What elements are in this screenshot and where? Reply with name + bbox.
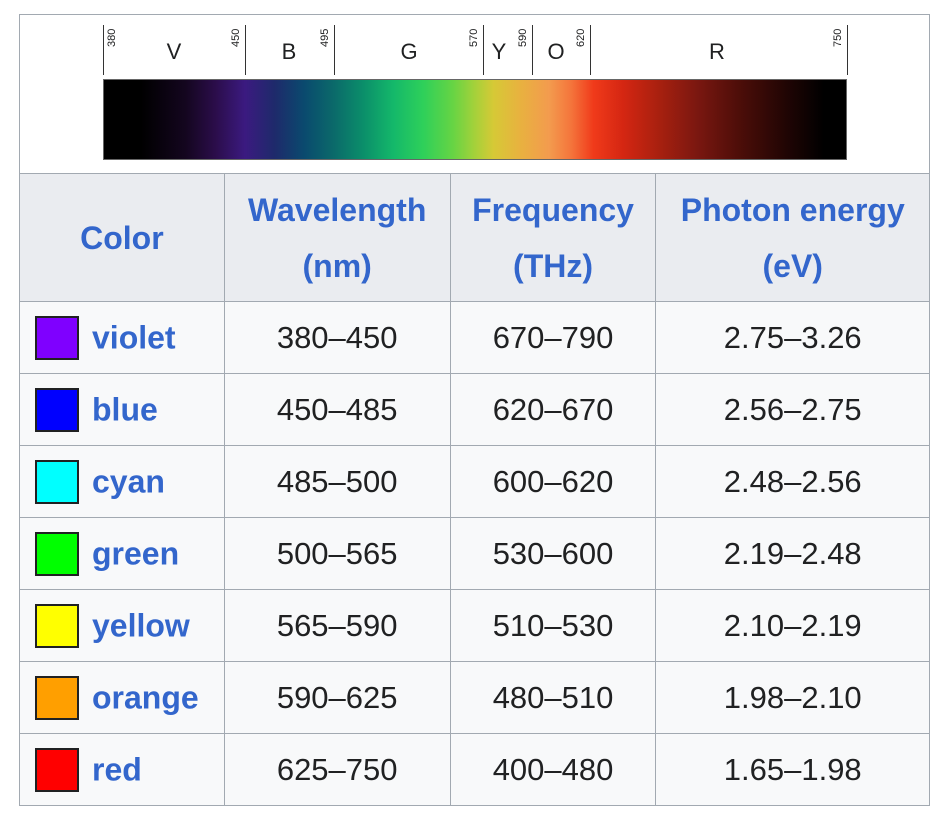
spectrum-gradient-bar bbox=[103, 79, 847, 160]
color-cell: blue bbox=[19, 373, 225, 446]
spectrum-tick-label: 450 bbox=[230, 29, 242, 48]
photon-energy-cell: 2.10–2.19 bbox=[655, 589, 930, 662]
color-swatch bbox=[35, 315, 79, 360]
spectrum-tick-label: 750 bbox=[832, 29, 844, 48]
color-swatch bbox=[35, 387, 79, 432]
column-header-label: Frequency bbox=[472, 191, 634, 228]
wavelength-cell: 590–625 bbox=[223, 661, 451, 734]
color-cell: red bbox=[19, 733, 225, 806]
frequency-cell: 480–510 bbox=[449, 661, 657, 734]
color-link[interactable]: violet bbox=[92, 319, 176, 355]
wavelength-cell: 485–500 bbox=[223, 445, 451, 518]
column-header-wavelength[interactable]: Wavelength (nm) bbox=[223, 173, 451, 302]
frequency-cell: 620–670 bbox=[449, 373, 657, 446]
spectrum-tick-label: 495 bbox=[319, 29, 331, 48]
column-header-label: Photon energy bbox=[680, 191, 905, 228]
color-link[interactable]: yellow bbox=[92, 607, 190, 643]
table-row: orange 590–625 480–510 1.98–2.10 bbox=[19, 661, 930, 734]
color-cell: orange bbox=[19, 661, 225, 734]
spectrum-tick bbox=[483, 25, 484, 75]
color-swatch bbox=[35, 675, 79, 720]
column-header-unit: (eV) bbox=[762, 247, 823, 284]
frequency-cell: 530–600 bbox=[449, 517, 657, 590]
color-link[interactable]: red bbox=[92, 751, 142, 787]
color-cell: violet bbox=[19, 301, 225, 374]
wavelength-cell: 500–565 bbox=[223, 517, 451, 590]
photon-energy-cell: 2.56–2.75 bbox=[655, 373, 930, 446]
table-row: yellow 565–590 510–530 2.10–2.19 bbox=[19, 589, 930, 662]
color-cell: yellow bbox=[19, 589, 225, 662]
column-header-color[interactable]: Color bbox=[19, 173, 225, 302]
band-label-yellow: Y bbox=[491, 39, 507, 64]
frequency-cell: 510–530 bbox=[449, 589, 657, 662]
band-label-orange: O bbox=[547, 39, 565, 64]
column-header-label: Wavelength bbox=[247, 191, 427, 228]
color-link[interactable]: cyan bbox=[92, 463, 165, 499]
color-link[interactable]: green bbox=[92, 535, 180, 571]
wavelength-cell: 565–590 bbox=[223, 589, 451, 662]
frequency-cell: 670–790 bbox=[449, 301, 657, 374]
band-label-red: R bbox=[709, 39, 725, 64]
frequency-cell: 400–480 bbox=[449, 733, 657, 806]
color-link[interactable]: blue bbox=[92, 391, 158, 427]
table-row: cyan 485–500 600–620 2.48–2.56 bbox=[19, 445, 930, 518]
spectrum-tick bbox=[590, 25, 591, 75]
visible-spectrum-scale: 380 450 495 570 590 620 750 V B G Y O R bbox=[20, 15, 929, 173]
photon-energy-cell: 2.48–2.56 bbox=[655, 445, 930, 518]
color-swatch bbox=[35, 603, 79, 648]
color-spectrum-table: Color Wavelength (nm) Frequency (THz) Ph… bbox=[19, 173, 930, 806]
table-row: violet 380–450 670–790 2.75–3.26 bbox=[19, 301, 930, 374]
spectrum-tick-label: 380 bbox=[106, 29, 118, 48]
photon-energy-cell: 2.75–3.26 bbox=[655, 301, 930, 374]
spectrum-tick-label: 590 bbox=[517, 29, 529, 48]
color-link[interactable]: orange bbox=[92, 679, 199, 715]
color-cell: green bbox=[19, 517, 225, 590]
column-header-frequency[interactable]: Frequency (THz) bbox=[449, 173, 657, 302]
spectrum-table-frame: 380 450 495 570 590 620 750 V B G Y O R … bbox=[19, 14, 930, 806]
wavelength-cell: 380–450 bbox=[223, 301, 451, 374]
frequency-cell: 600–620 bbox=[449, 445, 657, 518]
photon-energy-cell: 2.19–2.48 bbox=[655, 517, 930, 590]
table-row: green 500–565 530–600 2.19–2.48 bbox=[19, 517, 930, 590]
wavelength-cell: 625–750 bbox=[223, 733, 451, 806]
spectrum-tick bbox=[103, 25, 104, 75]
spectrum-tick bbox=[334, 25, 335, 75]
color-swatch bbox=[35, 747, 79, 792]
column-header-unit: (THz) bbox=[513, 247, 594, 284]
spectrum-tick bbox=[532, 25, 533, 75]
column-header-photon-energy[interactable]: Photon energy (eV) bbox=[655, 173, 930, 302]
spectrum-tick-label: 570 bbox=[468, 29, 480, 48]
color-swatch bbox=[35, 459, 79, 504]
table-header-row: Color Wavelength (nm) Frequency (THz) Ph… bbox=[19, 173, 930, 302]
spectrum-tick bbox=[245, 25, 246, 75]
wavelength-cell: 450–485 bbox=[223, 373, 451, 446]
band-label-violet: V bbox=[166, 39, 182, 64]
band-label-blue: B bbox=[281, 39, 297, 64]
band-label-green: G bbox=[400, 39, 418, 64]
spectrum-tick bbox=[847, 25, 848, 75]
column-header-label: Color bbox=[80, 219, 164, 256]
table-row: blue 450–485 620–670 2.56–2.75 bbox=[19, 373, 930, 446]
photon-energy-cell: 1.98–2.10 bbox=[655, 661, 930, 734]
spectrum-tick-label: 620 bbox=[575, 29, 587, 48]
column-header-unit: (nm) bbox=[302, 247, 372, 284]
color-cell: cyan bbox=[19, 445, 225, 518]
table-row: red 625–750 400–480 1.65–1.98 bbox=[19, 733, 930, 806]
photon-energy-cell: 1.65–1.98 bbox=[655, 733, 930, 806]
color-swatch bbox=[35, 531, 79, 576]
